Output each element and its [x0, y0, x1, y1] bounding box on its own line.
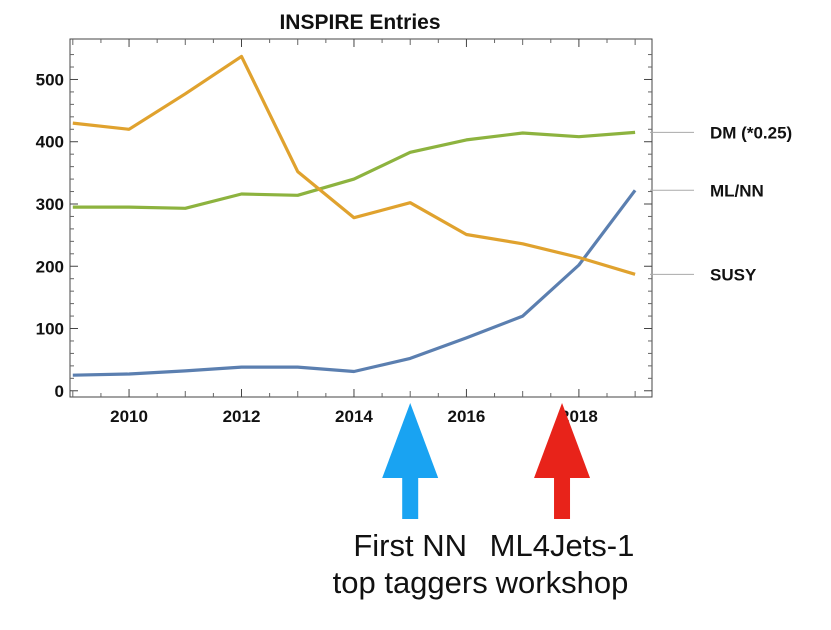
series-lines [72, 54, 637, 377]
series-label: DM (*0.25) [710, 123, 792, 142]
arrow-head [382, 403, 439, 478]
arrow-head [534, 403, 591, 478]
annotation-arrow [534, 403, 591, 519]
annotation-line: First NN [353, 528, 468, 563]
series-line-susy [72, 54, 636, 276]
x-tick-label: 2012 [223, 407, 261, 426]
y-tick-label: 300 [36, 195, 64, 214]
y-tick-label: 0 [55, 382, 64, 401]
annotation-ml4jets: ML4Jets-1 workshop [452, 527, 672, 601]
x-tick-label: 2014 [335, 407, 373, 426]
series-line-ml-nn [72, 189, 637, 377]
series-label: ML/NN [710, 181, 764, 200]
series-label: SUSY [710, 265, 757, 284]
arrow-shaft [554, 477, 571, 519]
series-line-dm-0-25 [72, 130, 636, 210]
chart-title: INSPIRE Entries [279, 11, 440, 34]
y-tick-label: 200 [36, 257, 64, 276]
x-tick-label: 2018 [560, 407, 598, 426]
series-labels: DM (*0.25) ML/NN SUSY [650, 123, 792, 284]
annotation-arrow [382, 403, 439, 519]
y-tick-label: 500 [36, 70, 64, 89]
annotation-arrows [382, 403, 591, 519]
annotation-first-nn: First NN top taggers [300, 527, 520, 601]
annotation-line: workshop [495, 565, 629, 600]
x-tick-label: 2016 [448, 407, 486, 426]
annotation-line: top taggers [332, 565, 488, 600]
plot-frame [69, 38, 653, 398]
x-tick-label: 2010 [110, 407, 148, 426]
axis-ticks: 0 100 200 300 400 500 2010 2012 2014 2016 2018 [36, 39, 652, 426]
arrow-shaft [402, 477, 419, 519]
y-tick-label: 100 [36, 320, 64, 339]
annotation-line: ML4Jets-1 [489, 528, 635, 563]
y-tick-label: 400 [36, 133, 64, 152]
